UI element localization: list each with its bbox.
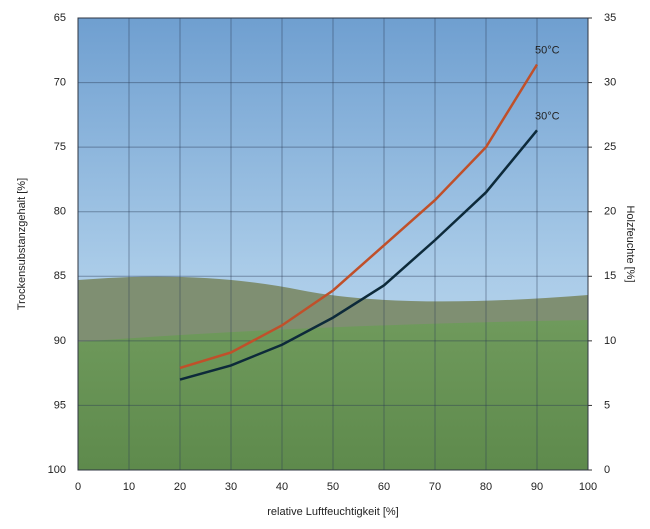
y2-tick-label: 5 (604, 399, 610, 411)
x-tick-label: 90 (531, 481, 543, 493)
y-tick-label: 90 (54, 335, 66, 347)
y2-tick-label: 25 (604, 141, 616, 153)
y2-tick-label: 20 (604, 206, 616, 218)
y-axis-label: Trockensubstanzgehalt [%] (16, 178, 28, 310)
x-tick-label: 40 (276, 481, 288, 493)
y-tick-label: 100 (48, 464, 66, 476)
x-tick-label: 70 (429, 481, 441, 493)
page: {"chart_data": {"type": "line", "xlabel"… (0, 0, 650, 524)
series-label: 50°C (535, 44, 560, 56)
y-tick-label: 80 (54, 206, 66, 218)
x-tick-label: 20 (174, 481, 186, 493)
x-tick-label: 10 (123, 481, 135, 493)
y2-tick-label: 15 (604, 270, 616, 282)
series-label: 30°C (535, 110, 560, 122)
x-tick-label: 100 (579, 481, 597, 493)
x-tick-label: 0 (75, 481, 81, 493)
x-tick-label: 30 (225, 481, 237, 493)
x-axis-label: relative Luftfeuchtigkeit [%] (267, 506, 398, 518)
x-tick-label: 50 (327, 481, 339, 493)
y2-axis-label: Holzfeuchte [%] (624, 205, 636, 282)
y-tick-label: 95 (54, 399, 66, 411)
y-tick-label: 85 (54, 270, 66, 282)
y2-tick-label: 30 (604, 76, 616, 88)
x-tick-label: 80 (480, 481, 492, 493)
y2-tick-label: 35 (604, 12, 616, 24)
y2-tick-label: 0 (604, 464, 610, 476)
x-tick-label: 60 (378, 481, 390, 493)
y-tick-label: 70 (54, 76, 66, 88)
y-tick-label: 65 (54, 12, 66, 24)
y2-tick-label: 10 (604, 335, 616, 347)
chart: Trockensubstanzgehalt [%] Holzfeuchte [%… (0, 0, 650, 524)
y-tick-label: 75 (54, 141, 66, 153)
